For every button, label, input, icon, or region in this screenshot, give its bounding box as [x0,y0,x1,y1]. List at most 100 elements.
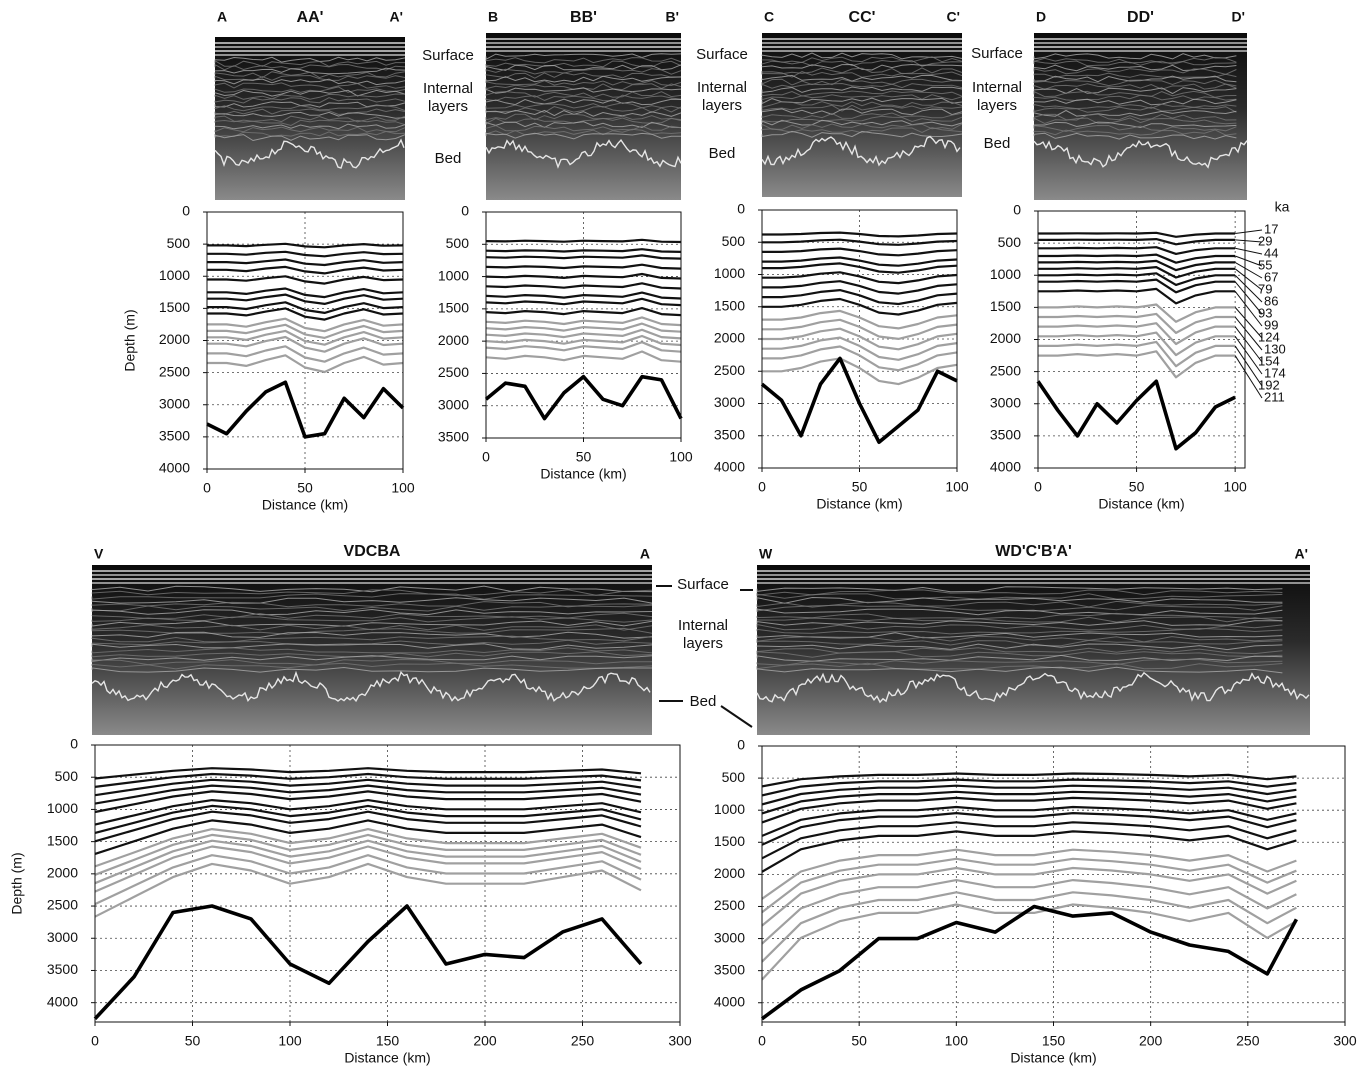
y-tick-label: 2000 [159,331,190,347]
internal-layer-echo [485,105,682,113]
y-tick-label: 0 [70,736,78,752]
bed-line [206,380,405,439]
bed-label: Bed [983,135,1011,152]
layer-line [1038,331,1236,357]
layer-line [762,271,958,285]
layer-line [762,262,958,274]
layer-line [1038,312,1236,334]
y-tick-label: 4000 [159,460,190,476]
radargram-image [92,565,652,735]
age-label: 79 [1258,281,1272,296]
internal-layer-echo [1033,94,1237,102]
x-tick-label: 100 [669,449,693,465]
layer-line [762,336,958,361]
internal-layer-echo [761,94,963,101]
profile-title: CC' [849,9,876,26]
x-tick-label: 0 [758,479,766,495]
internal-layer-echo [485,72,682,79]
x-tick-label: 50 [851,1033,867,1049]
internal-layer-echo [756,616,1283,623]
x-tick-label: 100 [278,1033,302,1049]
bed-echo [485,138,682,169]
age-leader [1235,239,1263,243]
internal-layer-echo [485,57,682,64]
layer-line [485,341,682,353]
internal-layer-echo [91,643,653,650]
age-label: 154 [1258,353,1280,368]
bed-line [1036,379,1236,451]
internal-layer-echo [485,109,682,117]
x-axis-label: Distance (km) [816,496,902,512]
x-tick-label: 50 [185,1033,201,1049]
layer-line [761,830,1297,873]
internal-layer-echo [91,666,652,673]
y-tick-label: 1500 [714,297,745,313]
internal-layer-echo [91,627,653,635]
layer-line [761,903,1297,981]
age-label: 67 [1264,269,1278,284]
layer-line [762,289,958,306]
y-tick-label: 3500 [714,426,745,442]
surface-label: Surface [677,576,729,593]
radargram [761,33,963,197]
x-axis-label: Distance (km) [540,466,626,482]
layer-line [762,256,958,267]
radargram-image [215,37,405,200]
internal-layer-echo [756,666,1283,674]
y-tick-label: 2500 [990,362,1021,378]
profile-title: AA' [297,9,324,26]
plot-border [94,744,681,1023]
y-tick-label: 3500 [47,961,78,977]
age-label: 29 [1258,233,1272,248]
y-tick-label: 3500 [714,961,745,977]
layer-line [94,804,642,834]
y-tick-label: 0 [461,203,469,219]
x-tick-label: 150 [376,1033,400,1049]
internal-layers-label: Internal layers [696,79,748,114]
y-tick-label: 1000 [714,801,745,817]
layer-line [207,323,404,339]
internal-layer-echo [214,123,406,130]
layer-line [762,247,958,257]
layer-line [207,307,404,321]
bed-line [93,904,643,1021]
internal-layer-echo [1033,121,1237,129]
x-tick-label: 100 [945,1033,969,1049]
internal-layer-echo [485,90,682,98]
internal-layer-echo [91,624,653,631]
layer-line [485,334,682,347]
internal-layer-echo [1033,109,1237,117]
profile-end-label: B' [666,9,679,25]
profile-end-label: A [640,546,650,562]
x-tick-label: 150 [1042,1033,1066,1049]
y-tick-label: 500 [998,234,1022,250]
y-tick-label: 3000 [159,395,190,411]
internal-layer-echo [91,616,653,623]
internal-layer-echo [91,662,653,670]
x-tick-label: 100 [391,480,415,496]
internal-layer-echo [214,63,406,71]
profile-end-label: C' [947,9,960,25]
internal-layer-echo [761,90,963,97]
layer-line [762,327,958,351]
y-tick-label: 2500 [159,363,190,379]
internal-layer-echo [214,115,406,123]
y-tick-label: 2500 [714,362,745,378]
surface-label: Surface [422,47,474,64]
x-tick-label: 0 [1034,479,1042,495]
age-label: 99 [1264,317,1278,332]
internal-layer-echo [485,128,682,136]
age-label: 93 [1258,305,1272,320]
bed-echo [214,138,405,169]
layer-line [1038,303,1236,323]
x-tick-label: 200 [473,1033,497,1049]
layer-line [761,866,1297,927]
y-tick-label: 500 [167,235,191,251]
y-tick-label: 1000 [159,267,190,283]
internal-layer-echo [91,635,653,643]
internal-layer-echo [214,56,406,63]
layer-line [762,318,958,340]
bed-echo [1033,139,1248,169]
internal-layer-echo [214,130,406,138]
